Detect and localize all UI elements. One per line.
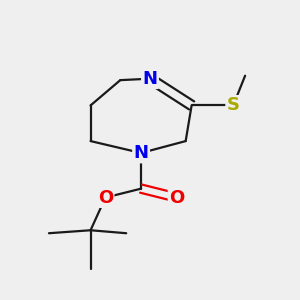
Text: O: O — [169, 189, 184, 207]
Text: N: N — [142, 70, 158, 88]
Text: O: O — [98, 189, 113, 207]
Text: N: N — [134, 144, 148, 162]
Text: S: S — [227, 96, 240, 114]
